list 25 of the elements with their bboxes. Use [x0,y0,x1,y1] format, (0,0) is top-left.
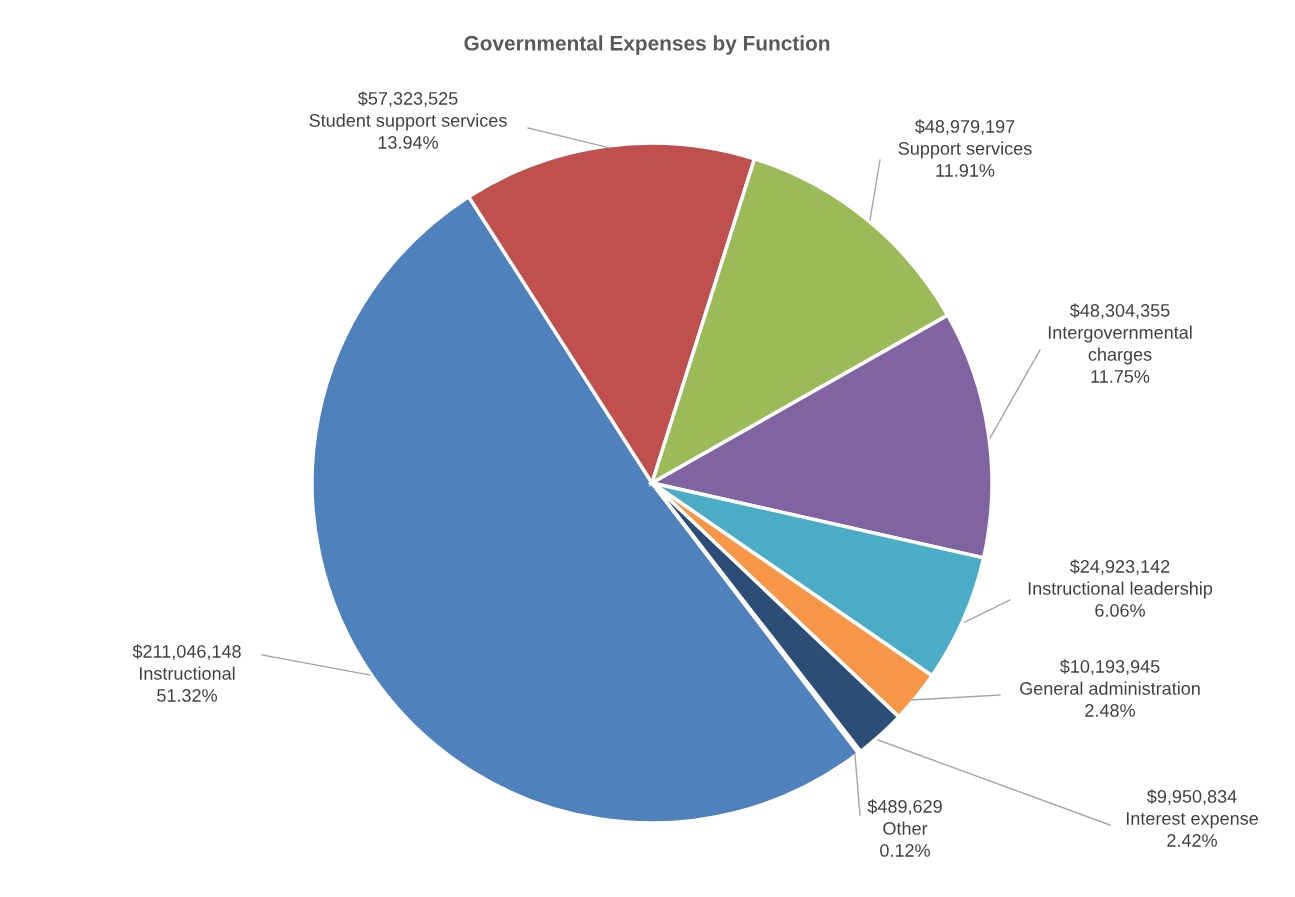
data-label: $489,629 [867,799,942,815]
data-label: $9,950,834 [1147,789,1237,805]
data-label: $24,923,142 [1070,559,1170,575]
slice-label: Support services [898,141,1032,159]
data-label: $48,304,355 [1070,303,1170,319]
text: 13.94% [378,136,438,149]
text: 2.42% [1167,834,1217,847]
text: 51.32% [157,689,217,702]
text: 11.91% [936,164,995,177]
slice-label: Student support services [309,113,507,131]
slice-label: Intergovernmental charges [1048,325,1192,365]
data-label: $48,979,197 [915,119,1015,135]
text: 0.12% [880,844,930,857]
text: 2.48% [1085,704,1135,717]
text: 11.75% [1091,370,1150,383]
text: 6.06% [1095,604,1145,617]
chart-title: Governmental Expenses by Function [464,35,830,55]
slice-label: General administration [1020,681,1200,695]
slice-label: Instructional [140,666,235,680]
slice-label: Other [883,821,928,835]
data-label: $57,323,525 [358,91,458,107]
slice-label: Interest expense [1126,812,1258,829]
data-label: $211,046,148 [132,644,241,660]
data-label: $10,193,945 [1060,659,1160,675]
slice-label: Instructional leadership [1028,581,1213,599]
